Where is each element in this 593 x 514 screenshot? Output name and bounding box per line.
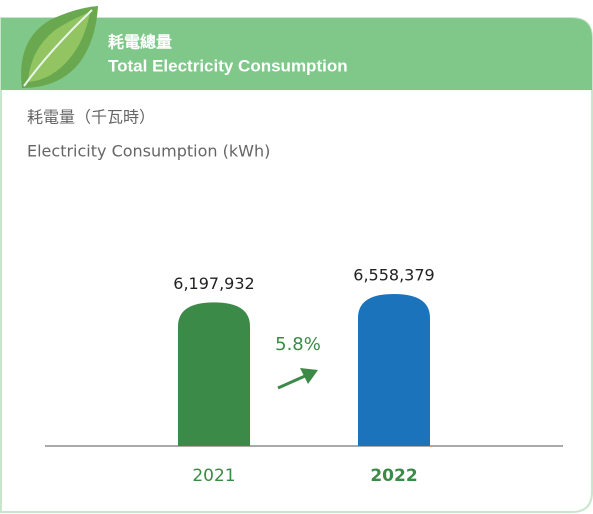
y-axis-label: 耗電量（千瓦時） — [27, 108, 155, 127]
y-axis-label-en: Electricity Consumption (kWh) — [27, 142, 270, 161]
data-label: 6,558,379 — [353, 266, 434, 285]
data-label: 6,197,932 — [173, 274, 254, 293]
change-annotation: 5.8% — [275, 334, 321, 355]
bar — [358, 294, 430, 446]
chart-title: 耗電總量 — [108, 33, 172, 52]
x-tick-label: 2022 — [370, 466, 417, 486]
card — [1, 18, 592, 512]
chart-subtitle: Total Electricity Consumption — [108, 56, 348, 75]
x-tick-label: 2021 — [192, 466, 235, 486]
infographic: 耗電總量 Total Electricity Consumption 耗電量（千… — [0, 0, 593, 514]
bar — [178, 302, 250, 446]
